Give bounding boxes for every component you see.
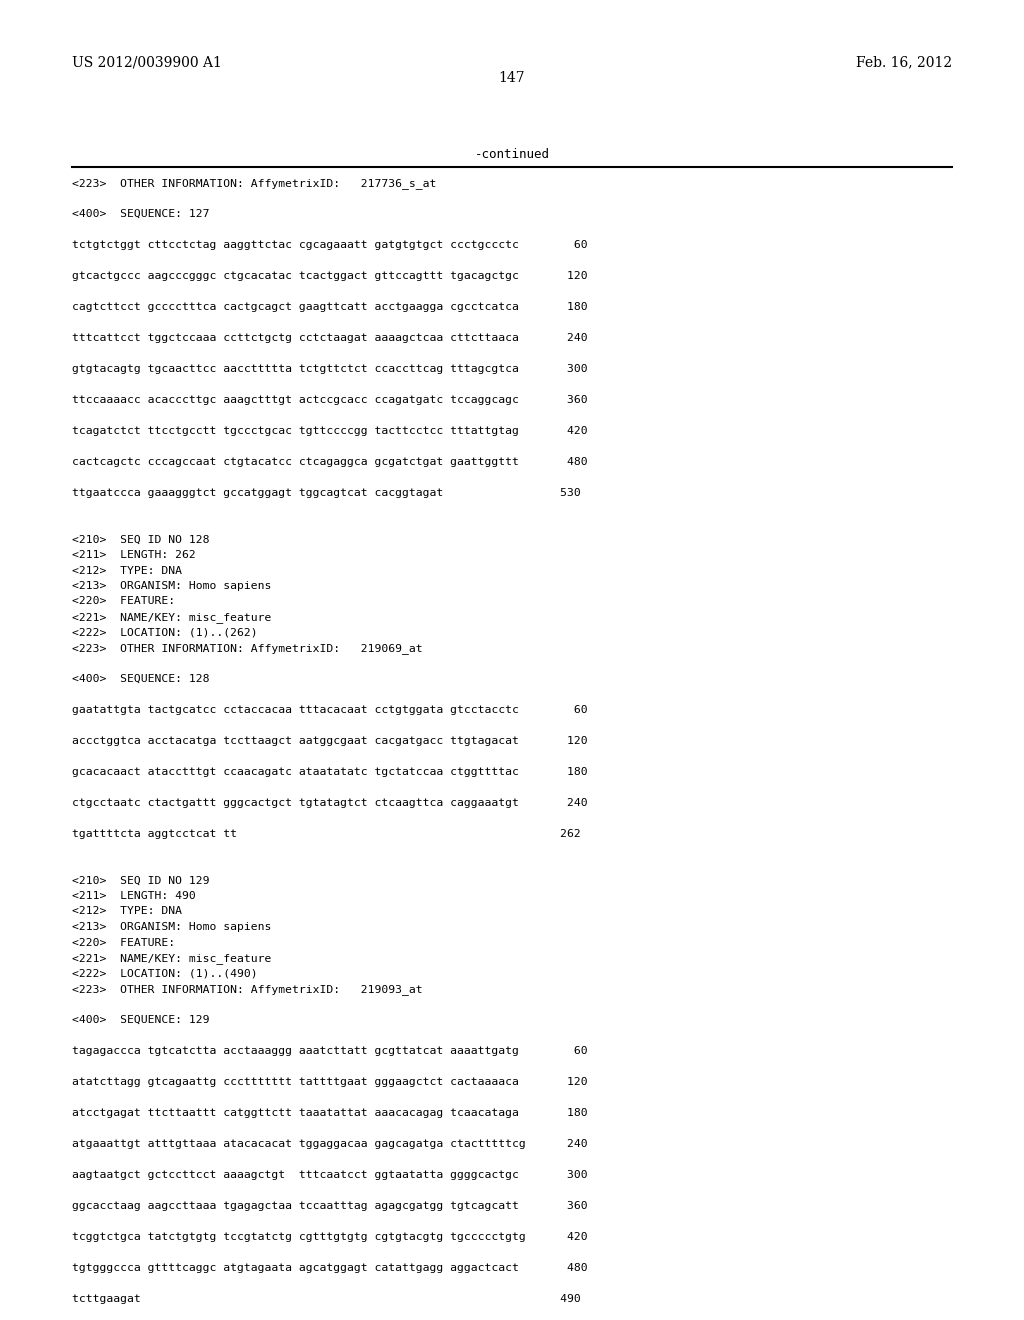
Text: <210>  SEQ ID NO 128: <210> SEQ ID NO 128 <box>72 535 210 544</box>
Text: tcggtctgca tatctgtgtg tccgtatctg cgtttgtgtg cgtgtacgtg tgccccctgtg      420: tcggtctgca tatctgtgtg tccgtatctg cgtttgt… <box>72 1232 588 1242</box>
Text: ttgaatccca gaaagggtct gccatggagt tggcagtcat cacggtagat                 530: ttgaatccca gaaagggtct gccatggagt tggcagt… <box>72 488 581 498</box>
Text: <400>  SEQUENCE: 127: <400> SEQUENCE: 127 <box>72 209 210 219</box>
Text: <400>  SEQUENCE: 128: <400> SEQUENCE: 128 <box>72 675 210 684</box>
Text: <211>  LENGTH: 262: <211> LENGTH: 262 <box>72 550 196 560</box>
Text: <212>  TYPE: DNA: <212> TYPE: DNA <box>72 907 182 916</box>
Text: atatcttagg gtcagaattg cccttttttt tattttgaat gggaagctct cactaaaaca       120: atatcttagg gtcagaattg cccttttttt tattttg… <box>72 1077 588 1086</box>
Text: atgaaattgt atttgttaaa atacacacat tggaggacaa gagcagatga ctactttttcg      240: atgaaattgt atttgttaaa atacacacat tggagga… <box>72 1139 588 1148</box>
Text: atcctgagat ttcttaattt catggttctt taaatattat aaacacagag tcaacataga       180: atcctgagat ttcttaattt catggttctt taaatat… <box>72 1107 588 1118</box>
Text: <223>  OTHER INFORMATION: AffymetrixID:   219069_at: <223> OTHER INFORMATION: AffymetrixID: 2… <box>72 643 423 653</box>
Text: tagagaccca tgtcatctta acctaaaggg aaatcttatt gcgttatcat aaaattgatg        60: tagagaccca tgtcatctta acctaaaggg aaatctt… <box>72 1045 588 1056</box>
Text: tgtgggccca gttttcaggc atgtagaata agcatggagt catattgagg aggactcact       480: tgtgggccca gttttcaggc atgtagaata agcatgg… <box>72 1263 588 1272</box>
Text: tgattttcta aggtcctcat tt                                               262: tgattttcta aggtcctcat tt 262 <box>72 829 581 840</box>
Text: <211>  LENGTH: 490: <211> LENGTH: 490 <box>72 891 196 902</box>
Text: <212>  TYPE: DNA: <212> TYPE: DNA <box>72 565 182 576</box>
Text: gtcactgccc aagcccgggc ctgcacatac tcactggact gttccagttt tgacagctgc       120: gtcactgccc aagcccgggc ctgcacatac tcactgg… <box>72 271 588 281</box>
Text: <400>  SEQUENCE: 129: <400> SEQUENCE: 129 <box>72 1015 210 1026</box>
Text: accctggtca acctacatga tccttaagct aatggcgaat cacgatgacc ttgtagacat       120: accctggtca acctacatga tccttaagct aatggcg… <box>72 737 588 746</box>
Text: <223>  OTHER INFORMATION: AffymetrixID:   219093_at: <223> OTHER INFORMATION: AffymetrixID: 2… <box>72 983 423 995</box>
Text: tcagatctct ttcctgcctt tgccctgcac tgttccccgg tacttcctcc tttattgtag       420: tcagatctct ttcctgcctt tgccctgcac tgttccc… <box>72 426 588 436</box>
Text: ctgcctaatc ctactgattt gggcactgct tgtatagtct ctcaagttca caggaaatgt       240: ctgcctaatc ctactgattt gggcactgct tgtatag… <box>72 799 588 808</box>
Text: ttccaaaacc acacccttgc aaagctttgt actccgcacc ccagatgatc tccaggcagc       360: ttccaaaacc acacccttgc aaagctttgt actccgc… <box>72 395 588 405</box>
Text: gcacacaact atacctttgt ccaacagatc ataatatatc tgctatccaa ctggttttac       180: gcacacaact atacctttgt ccaacagatc ataatat… <box>72 767 588 777</box>
Text: cagtcttcct gcccctttca cactgcagct gaagttcatt acctgaagga cgcctcatca       180: cagtcttcct gcccctttca cactgcagct gaagttc… <box>72 302 588 312</box>
Text: gtgtacagtg tgcaacttcc aaccttttta tctgttctct ccaccttcag tttagcgtca       300: gtgtacagtg tgcaacttcc aaccttttta tctgttc… <box>72 364 588 374</box>
Text: <221>  NAME/KEY: misc_feature: <221> NAME/KEY: misc_feature <box>72 612 271 623</box>
Text: -continued: -continued <box>474 148 550 161</box>
Text: Feb. 16, 2012: Feb. 16, 2012 <box>856 55 952 69</box>
Text: <213>  ORGANISM: Homo sapiens: <213> ORGANISM: Homo sapiens <box>72 581 271 591</box>
Text: <213>  ORGANISM: Homo sapiens: <213> ORGANISM: Homo sapiens <box>72 921 271 932</box>
Text: <221>  NAME/KEY: misc_feature: <221> NAME/KEY: misc_feature <box>72 953 271 964</box>
Text: tttcattcct tggctccaaa ccttctgctg cctctaagat aaaagctcaa cttcttaaca       240: tttcattcct tggctccaaa ccttctgctg cctctaa… <box>72 333 588 343</box>
Text: <222>  LOCATION: (1)..(490): <222> LOCATION: (1)..(490) <box>72 969 258 978</box>
Text: cactcagctc cccagccaat ctgtacatcc ctcagaggca gcgatctgat gaattggttt       480: cactcagctc cccagccaat ctgtacatcc ctcagag… <box>72 457 588 467</box>
Text: <210>  SEQ ID NO 129: <210> SEQ ID NO 129 <box>72 875 210 886</box>
Text: tctgtctggt cttcctctag aaggttctac cgcagaaatt gatgtgtgct ccctgccctc        60: tctgtctggt cttcctctag aaggttctac cgcagaa… <box>72 240 588 249</box>
Text: <220>  FEATURE:: <220> FEATURE: <box>72 937 175 948</box>
Text: 147: 147 <box>499 71 525 84</box>
Text: <223>  OTHER INFORMATION: AffymetrixID:   217736_s_at: <223> OTHER INFORMATION: AffymetrixID: 2… <box>72 178 436 189</box>
Text: <220>  FEATURE:: <220> FEATURE: <box>72 597 175 606</box>
Text: gaatattgta tactgcatcc cctaccacaa tttacacaat cctgtggata gtcctacctc        60: gaatattgta tactgcatcc cctaccacaa tttacac… <box>72 705 588 715</box>
Text: <222>  LOCATION: (1)..(262): <222> LOCATION: (1)..(262) <box>72 627 258 638</box>
Text: aagtaatgct gctccttcct aaaagctgt  tttcaatcct ggtaatatta ggggcactgc       300: aagtaatgct gctccttcct aaaagctgt tttcaatc… <box>72 1170 588 1180</box>
Text: US 2012/0039900 A1: US 2012/0039900 A1 <box>72 55 222 69</box>
Text: ggcacctaag aagccttaaa tgagagctaa tccaatttag agagcgatgg tgtcagcatt       360: ggcacctaag aagccttaaa tgagagctaa tccaatt… <box>72 1201 588 1210</box>
Text: tcttgaagat                                                             490: tcttgaagat 490 <box>72 1294 581 1304</box>
